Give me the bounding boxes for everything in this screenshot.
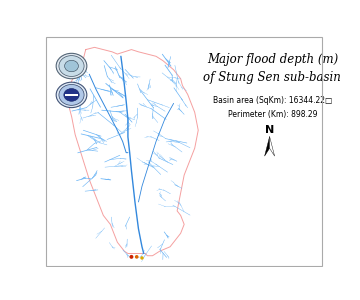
Circle shape <box>64 88 79 101</box>
Point <box>139 256 145 260</box>
Polygon shape <box>265 136 270 156</box>
Circle shape <box>56 53 87 79</box>
Point <box>129 254 134 259</box>
Point <box>134 254 140 259</box>
Text: Major flood depth (m): Major flood depth (m) <box>207 52 338 66</box>
Circle shape <box>59 85 84 105</box>
Text: N: N <box>265 125 274 135</box>
Circle shape <box>64 60 78 72</box>
Polygon shape <box>270 136 275 156</box>
Text: Perimeter (Km): 898.29: Perimeter (Km): 898.29 <box>228 110 317 119</box>
Text: Basin area (SqKm): 16344.22□: Basin area (SqKm): 16344.22□ <box>213 96 332 105</box>
Circle shape <box>56 82 87 108</box>
Text: of Stung Sen sub-basin: of Stung Sen sub-basin <box>203 71 341 84</box>
Circle shape <box>59 56 84 76</box>
FancyBboxPatch shape <box>66 94 78 96</box>
